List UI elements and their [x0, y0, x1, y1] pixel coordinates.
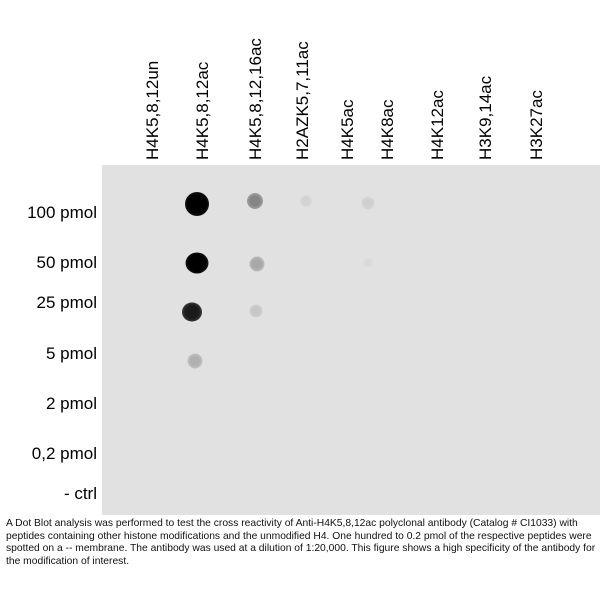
- column-label-h2azk5-7-11ac: H2AZK5,7,11ac: [293, 41, 312, 160]
- dot-h4k5-8-12ac-50: [185, 252, 209, 274]
- column-label-h4k5ac: H4K5ac: [338, 99, 357, 160]
- dot-h2azk5-7-11ac-100: [300, 195, 312, 207]
- row-label-ctrl: - ctrl: [63, 484, 97, 503]
- dot-h4k8ac-100: [361, 196, 375, 210]
- row-label-5-pmol: 5 pmol: [45, 344, 97, 363]
- dot-h4k5-8-12ac-5: [187, 353, 203, 369]
- column-label-h3k9-14ac: H3K9,14ac: [476, 75, 495, 160]
- figure-caption: A Dot Blot analysis was performed to tes…: [6, 518, 596, 567]
- row-label-2-pmol: 2 pmol: [45, 394, 97, 413]
- dot-h4k8ac-50: [363, 258, 373, 268]
- column-label-h3k27ac: H3K27ac: [527, 90, 546, 160]
- column-label-h4k5-8-12-16ac: H4K5,8,12,16ac: [246, 38, 265, 160]
- column-label-h4k12ac: H4K12ac: [428, 90, 447, 160]
- column-label-h4k5-8-12ac: H4K5,8,12ac: [193, 61, 212, 160]
- blot-membrane: [102, 165, 600, 515]
- row-label-100-pmol: 100 pmol: [27, 203, 97, 222]
- column-label-h4k8ac: H4K8ac: [378, 99, 397, 160]
- dot-h4k5-8-12-16ac-25: [249, 304, 263, 318]
- row-label-50-pmol: 50 pmol: [36, 253, 97, 272]
- dot-h4k5-8-12ac-25: [182, 302, 202, 322]
- dot-h4k5-8-12ac-100: [185, 192, 209, 216]
- column-label-h4k5-8-12un: H4K5,8,12un: [143, 60, 162, 160]
- row-label-0-2-pmol: 0,2 pmol: [31, 444, 97, 463]
- dot-h4k5-8-12-16ac-50: [249, 256, 265, 272]
- row-label-25-pmol: 25 pmol: [36, 293, 97, 312]
- dot-h4k5-8-12-16ac-100: [247, 193, 263, 209]
